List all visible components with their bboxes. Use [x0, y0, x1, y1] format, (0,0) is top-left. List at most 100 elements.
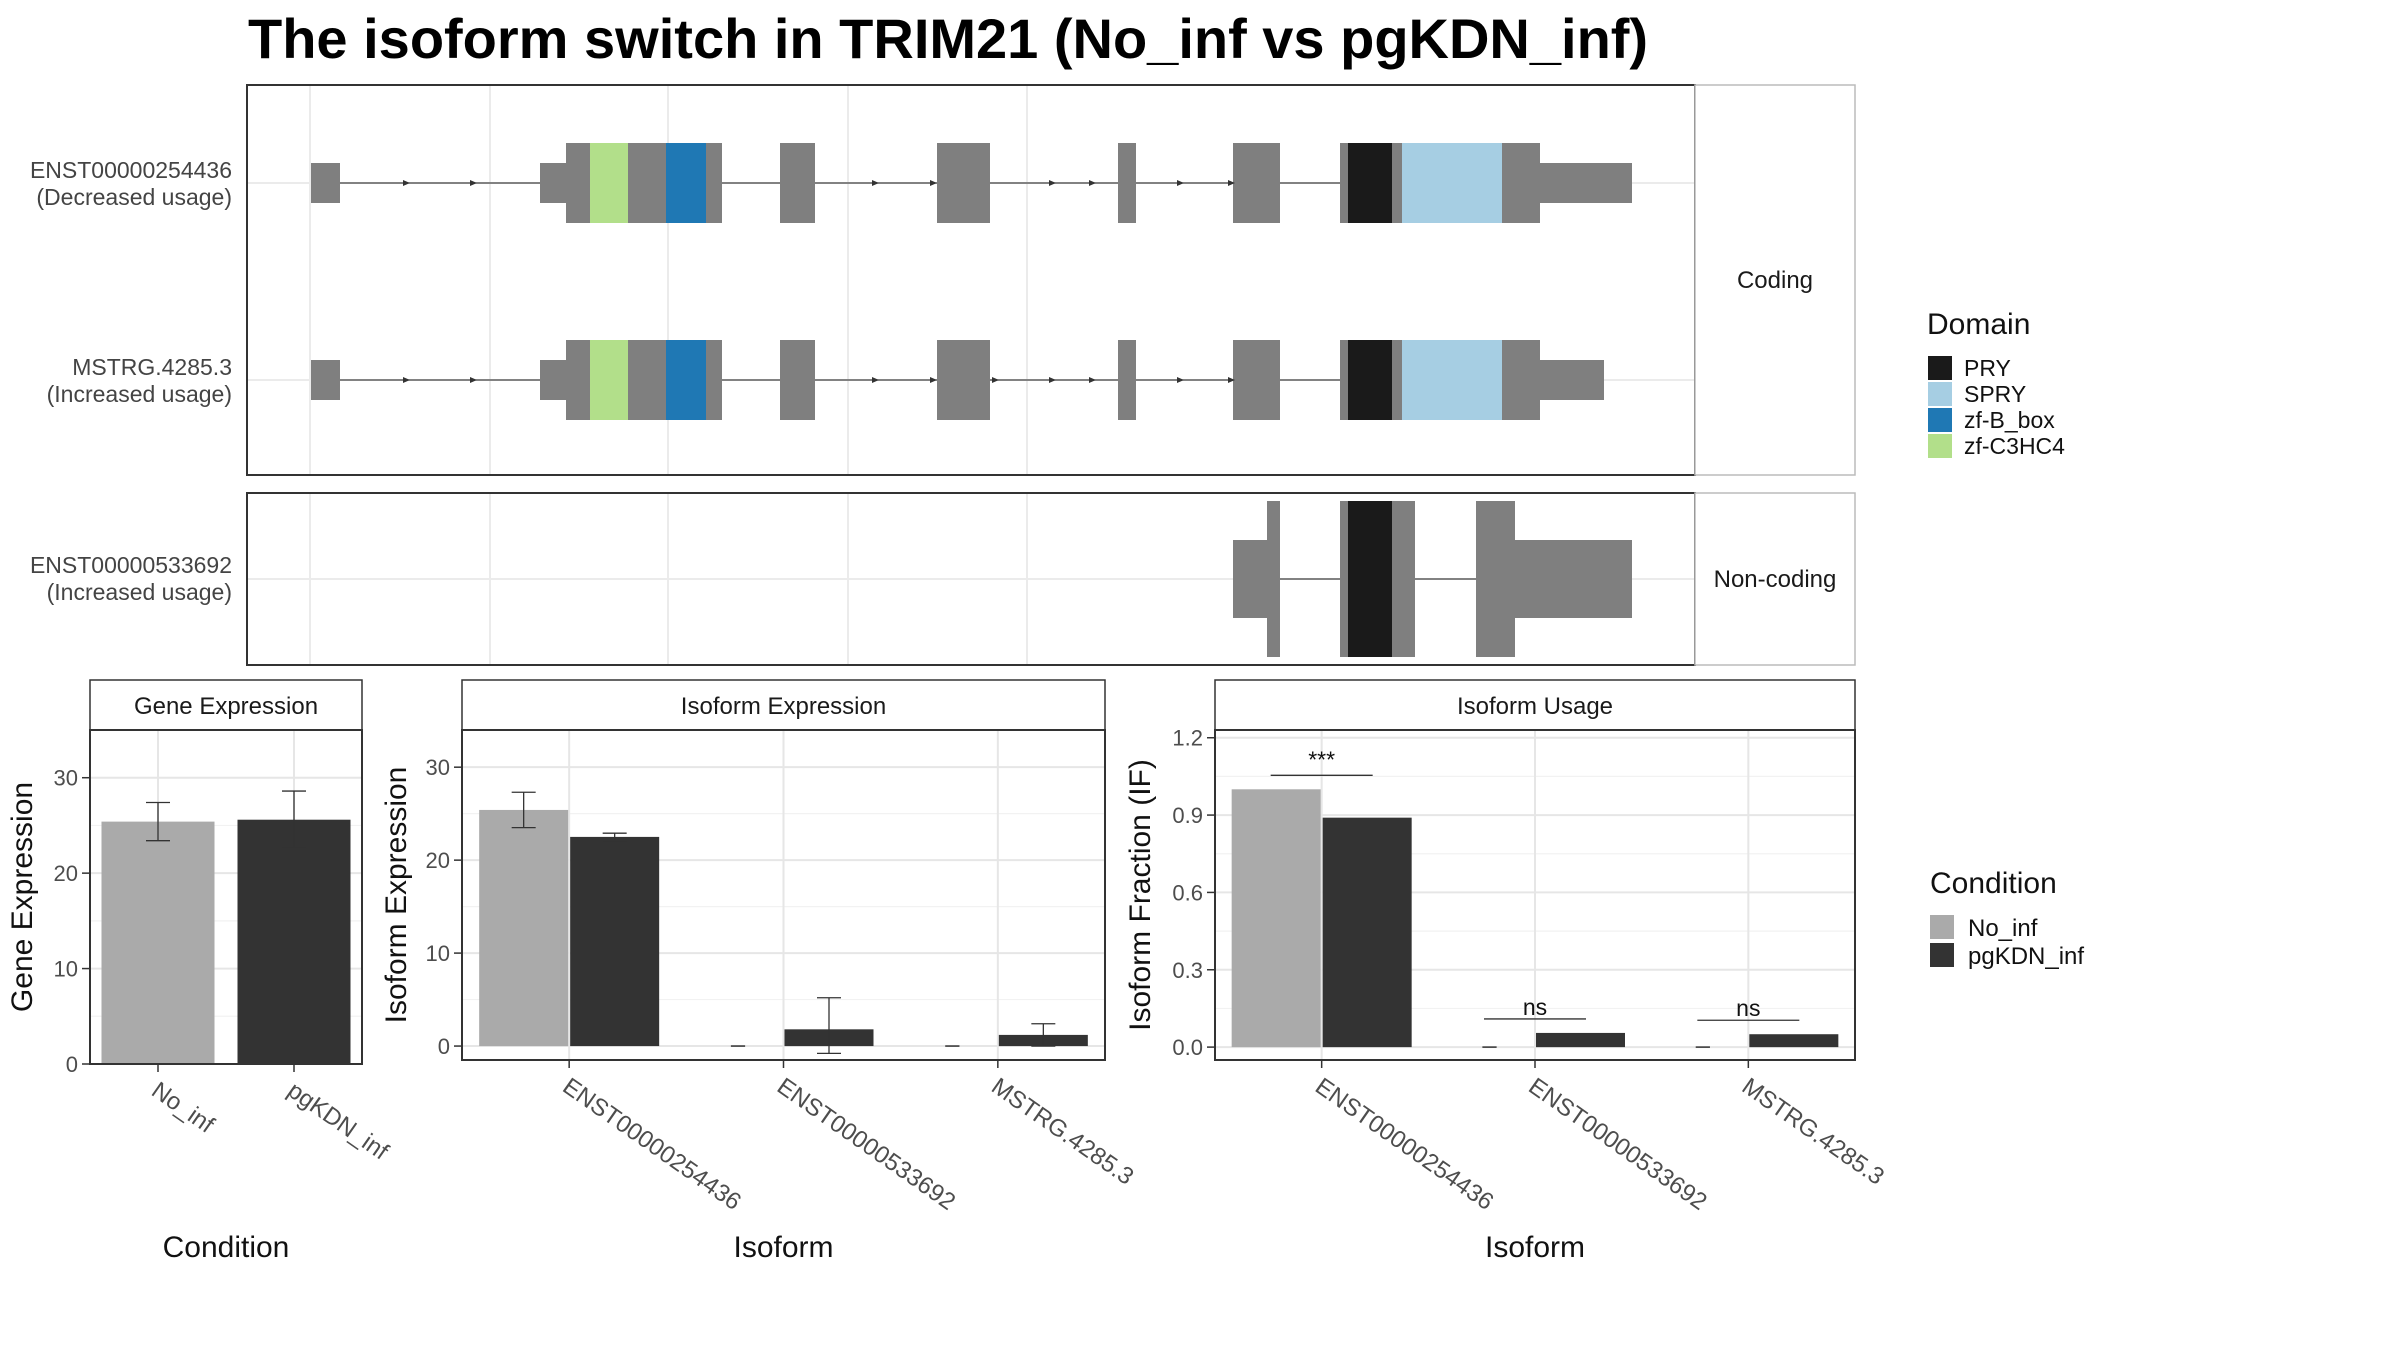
- exon: [1348, 143, 1392, 223]
- intron-arrow: [1177, 180, 1184, 186]
- exon: [540, 163, 566, 203]
- legend-swatch: [1928, 382, 1952, 406]
- track-label-usage: (Increased usage): [47, 381, 232, 407]
- exon: [1340, 501, 1348, 657]
- exon: [1348, 501, 1392, 657]
- x-axis-title: Isoform: [1485, 1231, 1585, 1264]
- y-axis-title: Isoform Fraction (IF): [1124, 759, 1157, 1031]
- intron-arrow: [1177, 377, 1184, 383]
- exon: [1340, 143, 1348, 223]
- track-labels: ENST00000254436 (Decreased usage) MSTRG.…: [30, 157, 232, 605]
- intron-arrow: [992, 377, 999, 383]
- y-tick-label: 0: [66, 1052, 78, 1077]
- exon: [1515, 540, 1632, 618]
- legend-swatch: [1930, 943, 1954, 967]
- strip: [1214, 679, 1856, 731]
- structure-panel-noncoding: Non-coding: [246, 492, 1856, 666]
- legend-label: No_inf: [1968, 915, 2038, 942]
- bar: [1231, 789, 1321, 1048]
- y-axis-title: Isoform Expression: [380, 767, 413, 1024]
- y-tick-label: 10: [426, 941, 450, 966]
- exon: [566, 143, 590, 223]
- intron-arrow: [930, 377, 937, 383]
- strip: [461, 679, 1106, 731]
- bar: [1536, 1032, 1625, 1048]
- strip-label: Isoform Expression: [681, 693, 886, 720]
- intron-arrow: [872, 180, 879, 186]
- y-tick-label: 20: [426, 848, 450, 873]
- legend-swatch: [1930, 915, 1954, 939]
- strip-label-noncoding: Non-coding: [1714, 566, 1837, 593]
- intron-arrow: [1089, 180, 1096, 186]
- strip-label: Isoform Usage: [1457, 693, 1613, 720]
- x-tick-label: pgKDN_inf: [283, 1077, 394, 1166]
- exon: [628, 340, 666, 420]
- bar: [101, 821, 215, 1064]
- exon: [937, 143, 990, 223]
- legend-title: Domain: [1927, 308, 2030, 341]
- legend-label: pgKDN_inf: [1968, 943, 2084, 970]
- exon: [311, 360, 340, 400]
- track-label-id: MSTRG.4285.3: [72, 354, 232, 380]
- exon: [706, 143, 722, 223]
- intron-arrow: [403, 377, 410, 383]
- intron-arrow: [930, 180, 937, 186]
- bar: [570, 836, 660, 1047]
- track-label-id: ENST00000533692: [30, 552, 232, 578]
- legend-label: zf-B_box: [1964, 407, 2055, 433]
- intron-arrow: [403, 180, 410, 186]
- exon: [937, 340, 990, 420]
- exon: [1348, 340, 1392, 420]
- intron-arrow: [1049, 377, 1056, 383]
- significance-label: ***: [1308, 746, 1335, 772]
- y-tick-label: 30: [54, 766, 78, 791]
- legend-label: zf-C3HC4: [1964, 433, 2065, 459]
- exon: [628, 143, 666, 223]
- structure-tracks: [311, 143, 1632, 420]
- exon: [590, 143, 628, 223]
- track-label-usage: (Increased usage): [47, 579, 232, 605]
- legend-swatch: [1928, 408, 1952, 432]
- intron-arrow: [1228, 180, 1235, 186]
- y-tick-label: 10: [54, 957, 78, 982]
- exon: [780, 340, 815, 420]
- strip-label: Gene Expression: [134, 693, 318, 720]
- exon: [311, 163, 340, 203]
- x-tick-label: MSTRG.4285.3: [986, 1073, 1138, 1191]
- y-tick-label: 0: [438, 1034, 450, 1059]
- x-tick-label: ENST00000533692: [772, 1073, 960, 1216]
- legend-label: PRY: [1964, 355, 2011, 381]
- x-tick-label: ENST00000533692: [1524, 1073, 1712, 1216]
- exon: [1340, 340, 1348, 420]
- legend-swatch: [1928, 356, 1952, 380]
- legend-title: Condition: [1930, 867, 2057, 900]
- isoform-usage-chart: Isoform Usage *** ns ns 0.0 0.3 0.6 0.9 1.2 ENST0…: [1124, 679, 1889, 1264]
- exon: [1502, 143, 1540, 223]
- intron-arrow: [872, 377, 879, 383]
- exon: [1392, 501, 1415, 657]
- gene-expression-chart: Gene Expression 0 10 20 30 No_inf pgKDN_inf Con…: [6, 679, 394, 1264]
- exon: [1392, 143, 1402, 223]
- x-tick-label: ENST00000254436: [558, 1073, 746, 1216]
- exon: [1118, 340, 1136, 420]
- exon: [1392, 340, 1402, 420]
- x-tick-label: MSTRG.4285.3: [1737, 1073, 1889, 1191]
- bar: [237, 819, 351, 1064]
- exon: [1540, 360, 1604, 400]
- y-tick-label: 30: [426, 755, 450, 780]
- y-tick-label: 0.0: [1172, 1035, 1203, 1060]
- exon: [1233, 340, 1280, 420]
- exon: [666, 143, 706, 223]
- x-axis-title: Condition: [163, 1231, 290, 1264]
- exon: [1233, 143, 1280, 223]
- structure-panel-coding: Coding: [246, 84, 1856, 476]
- exon: [1233, 540, 1267, 618]
- significance-label: ns: [1523, 994, 1547, 1020]
- exon: [1502, 340, 1540, 420]
- chart-title: The isoform switch in TRIM21 (No_inf vs …: [248, 7, 1649, 70]
- panel-border: [89, 729, 363, 1065]
- significance-label: ns: [1736, 995, 1760, 1021]
